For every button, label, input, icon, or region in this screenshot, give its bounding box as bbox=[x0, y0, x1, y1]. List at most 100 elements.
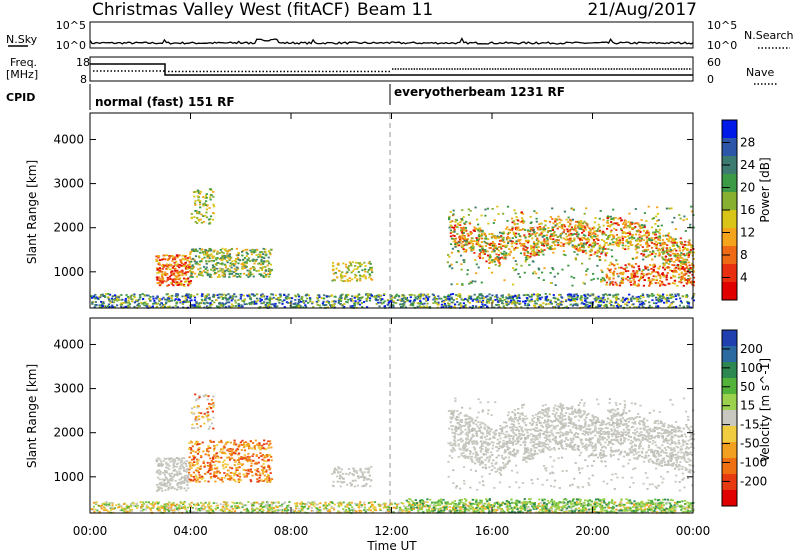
data-cell bbox=[323, 298, 325, 300]
data-cell bbox=[232, 295, 234, 297]
data-cell bbox=[523, 294, 525, 296]
data-cell bbox=[533, 248, 535, 250]
data-cell bbox=[234, 263, 236, 265]
data-cell bbox=[364, 265, 366, 267]
data-cell bbox=[674, 242, 676, 244]
data-cell bbox=[222, 302, 224, 304]
data-cell bbox=[649, 251, 651, 253]
data-cell bbox=[369, 273, 371, 275]
data-cell bbox=[620, 280, 622, 282]
data-cell bbox=[682, 263, 684, 265]
data-cell bbox=[532, 227, 534, 229]
data-cell bbox=[495, 247, 497, 249]
data-cell bbox=[212, 212, 214, 214]
data-cell bbox=[605, 248, 607, 250]
data-cell bbox=[519, 243, 521, 245]
data-cell bbox=[464, 230, 466, 232]
data-cell bbox=[134, 302, 136, 304]
data-cell bbox=[412, 305, 414, 307]
data-cell bbox=[100, 295, 102, 297]
data-cell bbox=[568, 299, 570, 301]
data-cell bbox=[503, 241, 505, 243]
data-cell bbox=[128, 300, 130, 302]
data-cell bbox=[685, 279, 687, 281]
data-cell bbox=[402, 298, 404, 300]
data-cell bbox=[507, 242, 509, 244]
data-cell bbox=[264, 266, 266, 268]
data-cell bbox=[183, 259, 185, 261]
data-cell bbox=[371, 501, 373, 503]
data-cell bbox=[585, 504, 587, 506]
data-cell bbox=[550, 300, 552, 302]
data-cell bbox=[557, 242, 559, 244]
data-cell bbox=[690, 510, 692, 512]
data-cell bbox=[357, 302, 359, 304]
data-cell bbox=[672, 244, 674, 246]
data-cell bbox=[206, 267, 208, 269]
data-cell bbox=[607, 222, 609, 224]
data-cell bbox=[669, 304, 671, 306]
data-cell bbox=[172, 257, 174, 259]
data-cell bbox=[524, 237, 526, 239]
data-cell bbox=[447, 302, 449, 304]
data-cell bbox=[657, 213, 659, 215]
data-cell bbox=[540, 223, 542, 225]
data-cell bbox=[261, 269, 263, 271]
data-cell bbox=[498, 243, 500, 245]
data-cell bbox=[253, 276, 255, 278]
data-cell bbox=[669, 261, 671, 263]
data-cell bbox=[107, 293, 109, 295]
data-cell bbox=[235, 305, 237, 307]
data-cell bbox=[138, 299, 140, 301]
data-cell bbox=[511, 218, 513, 220]
data-cell bbox=[447, 254, 449, 256]
data-cell bbox=[618, 242, 620, 244]
data-cell bbox=[652, 218, 654, 220]
data-cell bbox=[609, 284, 611, 286]
data-cell bbox=[680, 254, 682, 256]
data-cell bbox=[217, 251, 219, 253]
data-cell bbox=[585, 207, 587, 209]
data-cell bbox=[562, 245, 564, 247]
data-cell bbox=[631, 244, 633, 246]
data-cell bbox=[462, 234, 464, 236]
data-cell bbox=[633, 277, 635, 279]
data-cell bbox=[335, 272, 337, 274]
data-cell bbox=[487, 238, 489, 240]
data-cell bbox=[419, 300, 421, 302]
data-cell bbox=[288, 294, 290, 296]
data-cell bbox=[600, 279, 602, 281]
data-cell bbox=[571, 226, 573, 228]
data-cell bbox=[643, 239, 645, 241]
data-cell bbox=[332, 269, 334, 271]
data-cell bbox=[203, 270, 205, 272]
data-cell bbox=[578, 507, 580, 509]
data-cell bbox=[492, 245, 494, 247]
data-cell bbox=[658, 252, 660, 254]
data-cell bbox=[354, 274, 356, 276]
data-cell bbox=[684, 271, 686, 273]
data-cell bbox=[125, 306, 127, 308]
data-cell bbox=[184, 256, 186, 258]
data-cell bbox=[168, 284, 170, 286]
data-cell bbox=[157, 255, 159, 257]
data-cell bbox=[648, 285, 650, 287]
data-cell bbox=[279, 299, 281, 301]
data-cell bbox=[222, 269, 224, 271]
data-cell bbox=[203, 257, 205, 259]
data-cell bbox=[266, 302, 268, 304]
data-cell bbox=[510, 229, 512, 231]
data-cell bbox=[248, 257, 250, 259]
data-cell bbox=[560, 242, 562, 244]
data-cell bbox=[685, 259, 687, 261]
data-cell bbox=[661, 251, 663, 253]
data-cell bbox=[309, 301, 311, 303]
data-cell bbox=[264, 251, 266, 253]
data-cell bbox=[234, 300, 236, 302]
data-cell bbox=[187, 268, 189, 270]
data-cell bbox=[166, 266, 168, 268]
data-cell bbox=[502, 245, 504, 247]
data-cell bbox=[658, 274, 660, 276]
data-cell bbox=[690, 206, 692, 208]
data-cell bbox=[668, 208, 670, 210]
